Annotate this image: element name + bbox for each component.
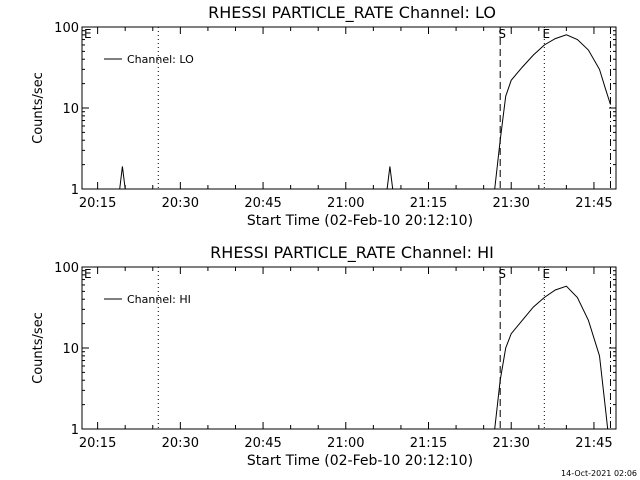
x-tick-label: 20:30 bbox=[162, 436, 199, 451]
x-tick-label: 21:45 bbox=[575, 436, 612, 451]
x-axis-label-hi: Start Time (02-Feb-10 20:12:10) bbox=[247, 453, 473, 469]
plot-frame-hi bbox=[81, 266, 617, 430]
x-tick-label: 20:15 bbox=[79, 196, 116, 211]
legend-hi: Channel: HI bbox=[104, 293, 191, 306]
x-tick-label: 20:45 bbox=[244, 436, 281, 451]
footer-timestamp: 14-Oct-2021 02:06 bbox=[561, 469, 637, 478]
y-axis-label-lo: Counts/sec bbox=[31, 72, 46, 144]
y-axis-label-hi: Counts/sec bbox=[31, 312, 46, 384]
x-tick-label: 20:30 bbox=[162, 196, 199, 211]
legend-label-lo: Channel: LO bbox=[127, 53, 194, 66]
event-marker-label: E bbox=[84, 267, 92, 281]
x-tick-label: 21:00 bbox=[327, 196, 364, 211]
y-tick-label: 1 bbox=[71, 183, 79, 198]
chart-title-lo: RHESSI PARTICLE_RATE Channel: LO bbox=[208, 3, 496, 23]
legend-label-hi: Channel: HI bbox=[127, 293, 191, 306]
event-marker-label: E bbox=[84, 27, 92, 41]
event-marker-label: S bbox=[498, 267, 506, 281]
chart-title-hi: RHESSI PARTICLE_RATE Channel: HI bbox=[210, 243, 494, 263]
series-line-lo bbox=[82, 34, 611, 190]
y-tick-label: 100 bbox=[54, 261, 79, 276]
event-marker-label: E bbox=[543, 27, 551, 41]
x-tick-label: 21:45 bbox=[575, 196, 612, 211]
x-axis-label-lo: Start Time (02-Feb-10 20:12:10) bbox=[247, 213, 473, 229]
plot-frame-lo bbox=[81, 26, 617, 190]
y-ticks-lo: 1 10 100 bbox=[54, 21, 616, 198]
x-ticks-hi: 20:15 20:30 20:45 21:00 21:15 21:30 21:45 bbox=[79, 267, 613, 451]
x-tick-label: 21:15 bbox=[410, 196, 447, 211]
x-tick-label: 21:00 bbox=[327, 436, 364, 451]
series-line-hi bbox=[82, 285, 609, 430]
x-tick-label: 21:30 bbox=[492, 196, 529, 211]
chart-panel-lo: RHESSI PARTICLE_RATE Channel: LO Counts/… bbox=[31, 3, 617, 229]
y-tick-label: 100 bbox=[54, 21, 79, 36]
y-tick-label: 1 bbox=[71, 423, 79, 438]
event-marker-label: S bbox=[498, 27, 506, 41]
x-tick-label: 21:15 bbox=[410, 436, 447, 451]
x-tick-label: 20:15 bbox=[79, 436, 116, 451]
x-tick-label: 21:30 bbox=[492, 436, 529, 451]
legend-lo: Channel: LO bbox=[104, 53, 194, 66]
x-tick-label: 20:45 bbox=[244, 196, 281, 211]
y-tick-label: 10 bbox=[62, 342, 79, 357]
y-tick-label: 10 bbox=[62, 102, 79, 117]
x-ticks-lo: 20:15 20:30 20:45 21:00 21:15 21:30 21:45 bbox=[79, 27, 613, 211]
y-ticks-hi: 1 10 100 bbox=[54, 261, 616, 438]
event-marker-label: E bbox=[543, 267, 551, 281]
chart-panel-hi: RHESSI PARTICLE_RATE Channel: HI Counts/… bbox=[31, 243, 617, 469]
